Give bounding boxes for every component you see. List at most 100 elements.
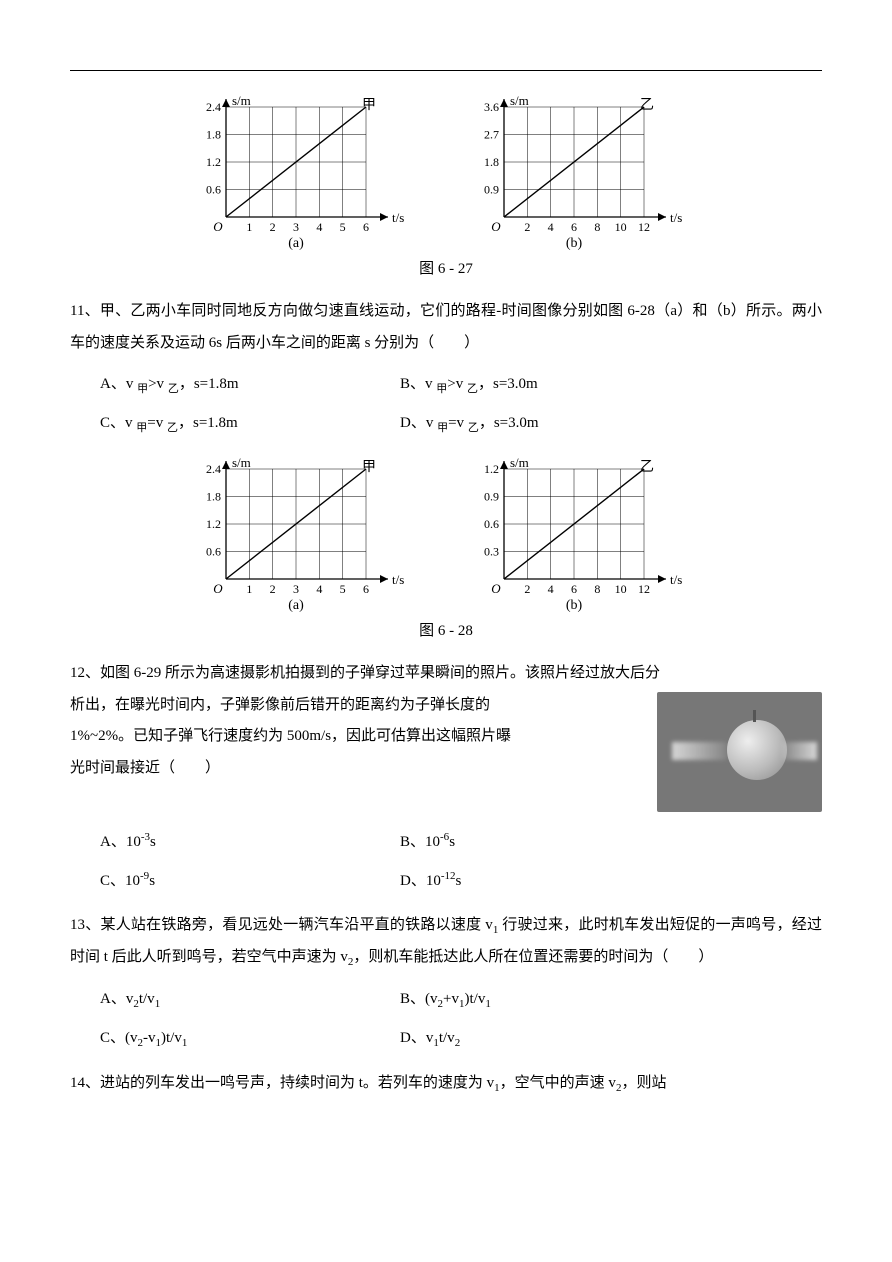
svg-text:1: 1 bbox=[246, 582, 252, 596]
q12-opt-c[interactable]: C、10-9s bbox=[100, 865, 400, 896]
svg-text:0.9: 0.9 bbox=[484, 490, 499, 504]
svg-text:s/m: s/m bbox=[510, 93, 529, 108]
option-label: A、10-3s bbox=[100, 834, 156, 850]
svg-text:t/s: t/s bbox=[392, 572, 404, 587]
svg-text:0.9: 0.9 bbox=[484, 183, 499, 197]
svg-text:(b): (b) bbox=[566, 598, 583, 613]
svg-text:甲: 甲 bbox=[362, 460, 376, 475]
svg-text:6: 6 bbox=[571, 582, 577, 596]
q11-options: A、v 甲>v 乙，s=1.8m B、v 甲>v 乙，s=3.0m C、v 甲=… bbox=[100, 369, 822, 439]
svg-text:6: 6 bbox=[363, 582, 369, 596]
svg-text:0.3: 0.3 bbox=[484, 545, 499, 559]
svg-text:1.2: 1.2 bbox=[206, 517, 221, 531]
q13-opt-c[interactable]: C、(v2-v1)t/v1 bbox=[100, 1023, 400, 1054]
option-label: D、v 甲=v 乙，s=3.0m bbox=[400, 415, 539, 431]
svg-text:8: 8 bbox=[594, 220, 600, 234]
svg-text:12: 12 bbox=[638, 220, 650, 234]
svg-text:4: 4 bbox=[548, 582, 554, 596]
svg-text:t/s: t/s bbox=[392, 210, 404, 225]
svg-text:乙: 乙 bbox=[640, 97, 654, 113]
svg-text:2: 2 bbox=[270, 582, 276, 596]
page: 0.61.21.82.4123456Os/mt/s甲(a) 0.91.82.73… bbox=[0, 0, 892, 1262]
svg-text:1.8: 1.8 bbox=[206, 128, 221, 142]
svg-text:2.4: 2.4 bbox=[206, 100, 221, 114]
q11-opt-d[interactable]: D、v 甲=v 乙，s=3.0m bbox=[400, 408, 700, 439]
option-label: D、10-12s bbox=[400, 873, 461, 889]
svg-text:6: 6 bbox=[363, 220, 369, 234]
svg-text:10: 10 bbox=[615, 582, 627, 596]
svg-text:O: O bbox=[213, 219, 223, 234]
svg-text:1.8: 1.8 bbox=[206, 490, 221, 504]
option-label: C、10-9s bbox=[100, 873, 155, 889]
option-label: C、(v2-v1)t/v1 bbox=[100, 1030, 187, 1046]
svg-text:O: O bbox=[213, 581, 223, 596]
q13-opt-a[interactable]: A、v2t/v1 bbox=[100, 984, 400, 1015]
q14-text: 14、进站的列车发出一鸣号声，持续时间为 t。若列车的速度为 v1，空气中的声速… bbox=[70, 1068, 822, 1100]
svg-text:0.6: 0.6 bbox=[484, 517, 499, 531]
svg-text:4: 4 bbox=[548, 220, 554, 234]
svg-text:(a): (a) bbox=[288, 598, 304, 613]
option-label: B、10-6s bbox=[400, 834, 455, 850]
figure-6-28-panel-a: 0.6 1.2 1.8 2.4 1 2 3 4 5 6 Os/m t/s 甲 (a) bbox=[188, 453, 426, 613]
svg-text:(a): (a) bbox=[288, 236, 304, 251]
svg-text:O: O bbox=[491, 581, 501, 596]
svg-text:1: 1 bbox=[246, 220, 252, 234]
q12-opt-d[interactable]: D、10-12s bbox=[400, 865, 700, 896]
svg-text:0.6: 0.6 bbox=[206, 545, 221, 559]
figure-6-27-caption: 图 6 - 27 bbox=[70, 257, 822, 278]
top-rule bbox=[70, 70, 822, 71]
svg-text:12: 12 bbox=[638, 582, 650, 596]
bullet-blur-right bbox=[782, 742, 817, 760]
figure-6-28-panel-b: 0.30.60.91.224681012Os/mt/s乙(b) bbox=[466, 453, 704, 613]
figure-6-29-photo bbox=[657, 692, 822, 812]
option-label: B、v 甲>v 乙，s=3.0m bbox=[400, 376, 538, 392]
figure-6-27-panel-b: 0.91.82.73.624681012Os/mt/s乙(b) bbox=[466, 91, 704, 251]
svg-text:t/s: t/s bbox=[670, 572, 682, 587]
option-label: B、(v2+v1)t/v1 bbox=[400, 991, 491, 1007]
q11-opt-a[interactable]: A、v 甲>v 乙，s=1.8m bbox=[100, 369, 400, 400]
q12-text-line1: 12、如图 6-29 所示为高速摄影机拍摄到的子弹穿过苹果瞬间的照片。该照片经过… bbox=[70, 658, 822, 690]
svg-text:1.2: 1.2 bbox=[206, 155, 221, 169]
q13-text: 13、某人站在铁路旁，看见远处一辆汽车沿平直的铁路以速度 v1 行驶过来，此时机… bbox=[70, 910, 822, 974]
svg-text:5: 5 bbox=[340, 220, 346, 234]
option-label: D、v1t/v2 bbox=[400, 1030, 460, 1046]
q11-opt-c[interactable]: C、v 甲=v 乙，s=1.8m bbox=[100, 408, 400, 439]
svg-text:4: 4 bbox=[316, 220, 322, 234]
q12-opt-b[interactable]: B、10-6s bbox=[400, 826, 700, 857]
option-label: A、v2t/v1 bbox=[100, 991, 160, 1007]
svg-text:3: 3 bbox=[293, 582, 299, 596]
svg-text:2.7: 2.7 bbox=[484, 128, 499, 142]
bullet-blur-left bbox=[672, 742, 727, 760]
figure-6-27: 0.61.21.82.4123456Os/mt/s甲(a) 0.91.82.73… bbox=[70, 91, 822, 251]
option-label: C、v 甲=v 乙，s=1.8m bbox=[100, 415, 238, 431]
svg-text:2: 2 bbox=[524, 220, 530, 234]
svg-text:0.6: 0.6 bbox=[206, 183, 221, 197]
svg-text:5: 5 bbox=[340, 582, 346, 596]
q12-options: A、10-3s B、10-6s C、10-9s D、10-12s bbox=[100, 826, 822, 896]
svg-text:1.8: 1.8 bbox=[484, 155, 499, 169]
q12-opt-a[interactable]: A、10-3s bbox=[100, 826, 400, 857]
q13-opt-d[interactable]: D、v1t/v2 bbox=[400, 1023, 700, 1054]
svg-text:2.4: 2.4 bbox=[206, 462, 221, 476]
svg-text:乙: 乙 bbox=[640, 459, 654, 475]
svg-text:1.2: 1.2 bbox=[484, 462, 499, 476]
svg-text:3.6: 3.6 bbox=[484, 100, 499, 114]
q11-text: 11、甲、乙两小车同时同地反方向做匀速直线运动，它们的路程-时间图像分别如图 6… bbox=[70, 296, 822, 359]
q13-opt-b[interactable]: B、(v2+v1)t/v1 bbox=[400, 984, 700, 1015]
svg-text:4: 4 bbox=[316, 582, 322, 596]
figure-6-28: 0.61.21.82.4123456Os/mt/s甲(a) 0.30.60.91… bbox=[70, 453, 822, 613]
svg-text:甲: 甲 bbox=[362, 98, 376, 113]
svg-text:s/m: s/m bbox=[232, 93, 251, 108]
apple-icon bbox=[727, 720, 787, 780]
q11-opt-b[interactable]: B、v 甲>v 乙，s=3.0m bbox=[400, 369, 700, 400]
apple-stem bbox=[753, 710, 756, 722]
svg-text:2: 2 bbox=[270, 220, 276, 234]
svg-text:s/m: s/m bbox=[510, 455, 529, 470]
svg-text:2: 2 bbox=[524, 582, 530, 596]
figure-6-28-caption: 图 6 - 28 bbox=[70, 619, 822, 640]
figure-6-27-panel-a: 0.6 1.2 1.8 2.4 1 2 3 4 5 6 Os/m t/s 甲 (a) bbox=[188, 91, 426, 251]
svg-text:s/m: s/m bbox=[232, 455, 251, 470]
option-label: A、v 甲>v 乙，s=1.8m bbox=[100, 376, 239, 392]
svg-text:10: 10 bbox=[615, 220, 627, 234]
svg-text:3: 3 bbox=[293, 220, 299, 234]
